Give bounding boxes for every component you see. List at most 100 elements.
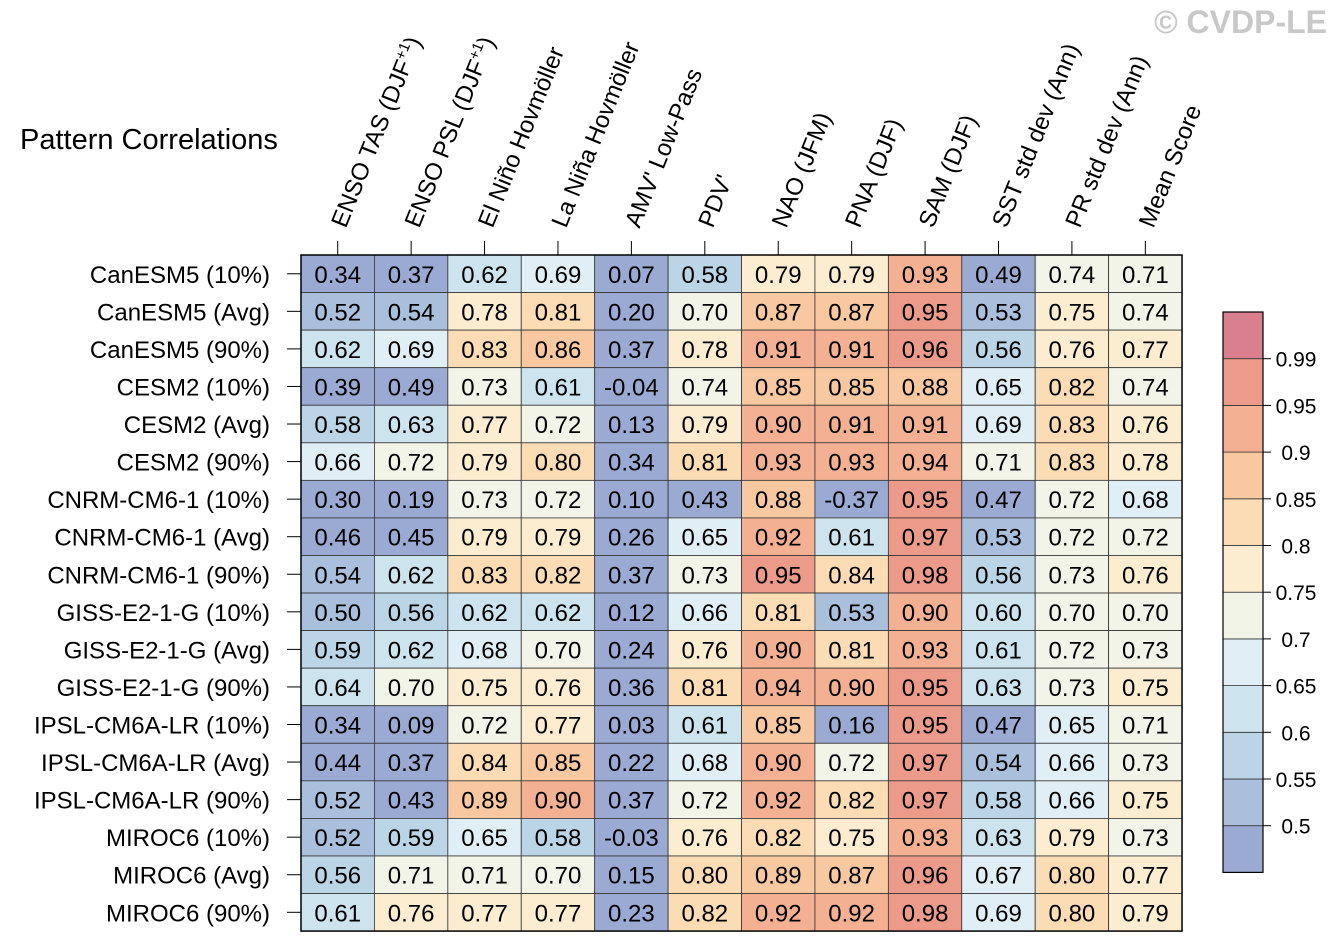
cell-value: 0.22 — [608, 750, 655, 777]
cell-value: 0.58 — [975, 788, 1022, 815]
cell-value: 0.53 — [828, 600, 875, 627]
cell-value: 0.95 — [902, 713, 949, 740]
cell-value: 0.77 — [461, 412, 508, 439]
heatmap-cell — [1108, 517, 1183, 556]
cell-value: 0.19 — [388, 487, 435, 514]
cell-value: 0.80 — [535, 450, 582, 477]
cell-value: 0.85 — [535, 750, 582, 777]
heatmap-cell — [1034, 705, 1110, 744]
cell-value: 0.95 — [902, 299, 949, 326]
heatmap-cell — [447, 329, 522, 369]
cell-value: 0.75 — [461, 675, 508, 702]
cell-value: 0.62 — [461, 600, 508, 627]
cell-value: -0.03 — [604, 825, 659, 852]
heatmap-cell — [1034, 367, 1110, 406]
cell-value: 0.66 — [1049, 750, 1096, 777]
heatmap-cell — [1108, 404, 1183, 444]
heatmap-cell — [1034, 742, 1110, 782]
cell-value: 0.76 — [681, 637, 728, 664]
heatmap-cell — [961, 404, 1036, 444]
cell-value: 0.72 — [1122, 525, 1169, 552]
cell-value: 0.75 — [1122, 788, 1169, 815]
cell-value: 0.88 — [755, 487, 802, 514]
heatmap-cell — [594, 254, 669, 293]
heatmap-cell — [1108, 292, 1183, 331]
colorbar-label: 0.65 — [1276, 676, 1317, 699]
colorbar-segment — [1222, 638, 1264, 687]
heatmap-cell — [961, 780, 1036, 819]
cell-value: 0.34 — [314, 713, 361, 740]
heatmap-cell — [887, 329, 963, 369]
cell-value: 0.72 — [535, 487, 582, 514]
heatmap-cell — [374, 404, 449, 444]
heatmap-cell — [741, 630, 816, 669]
cell-value: 0.63 — [975, 675, 1022, 702]
cell-value: 0.87 — [755, 299, 802, 326]
row-label: MIROC6 (Avg) — [113, 863, 270, 890]
heatmap-cell — [741, 479, 816, 519]
row-label: MIROC6 (90%) — [106, 900, 270, 927]
heatmap-cell — [447, 479, 522, 519]
heatmap-cell — [741, 667, 816, 707]
heatmap-cell — [447, 705, 522, 744]
colorbar-segment — [1222, 825, 1264, 873]
row-label: MIROC6 (10%) — [106, 825, 270, 852]
heatmap-cell — [887, 705, 963, 744]
heatmap-cell — [594, 367, 669, 406]
cell-value: 0.89 — [755, 863, 802, 890]
heatmap-cell — [594, 780, 669, 819]
cell-value: 0.62 — [388, 637, 435, 664]
cell-value: 0.71 — [1122, 262, 1169, 289]
cell-value: 0.77 — [461, 900, 508, 927]
cell-value: 0.87 — [828, 299, 875, 326]
cell-value: 0.77 — [535, 713, 582, 740]
heatmap-cell — [300, 818, 375, 857]
row-label: GISS-E2-1-G (10%) — [57, 600, 270, 627]
colorbar-segment — [1222, 731, 1264, 780]
cell-value: 0.83 — [1049, 450, 1096, 477]
heatmap-cell — [887, 404, 963, 444]
cell-value: 0.56 — [388, 600, 435, 627]
heatmap-cell — [961, 630, 1036, 669]
cell-value: 0.80 — [1049, 900, 1096, 927]
cell-value: 0.84 — [461, 750, 508, 777]
cell-value: 0.07 — [608, 262, 655, 289]
heatmap-cell — [447, 404, 522, 444]
heatmap-cell — [300, 292, 375, 331]
cell-value: 0.63 — [975, 825, 1022, 852]
heatmap-cell — [447, 742, 522, 782]
heatmap-cell — [447, 818, 522, 857]
heatmap-cell — [741, 404, 816, 444]
heatmap-cell — [741, 254, 816, 293]
heatmap-cell — [447, 555, 522, 594]
colorbar-label: 0.55 — [1276, 769, 1317, 792]
cell-value: 0.69 — [388, 337, 435, 364]
cell-value: 0.82 — [681, 900, 728, 927]
heatmap-cell — [667, 404, 742, 444]
heatmap-cell — [667, 329, 742, 369]
cell-value: 0.73 — [681, 562, 728, 589]
cell-value: 0.84 — [828, 562, 875, 589]
cell-value: 0.60 — [975, 600, 1022, 627]
cell-value: 0.58 — [535, 825, 582, 852]
cell-value: 0.59 — [388, 825, 435, 852]
colorbar-label: 0.95 — [1276, 395, 1317, 418]
heatmap-cell — [300, 404, 375, 444]
heatmap-cell — [667, 630, 742, 669]
heatmap-cell — [961, 705, 1036, 744]
heatmap-cell — [374, 367, 449, 406]
heatmap-cell — [520, 442, 596, 481]
cell-value: 0.90 — [755, 750, 802, 777]
cell-value: 0.69 — [975, 412, 1022, 439]
cell-value: 0.54 — [975, 750, 1022, 777]
cell-value: 0.61 — [681, 713, 728, 740]
colorbar-label: 0.99 — [1276, 349, 1317, 372]
row-label: IPSL-CM6A-LR (10%) — [34, 713, 270, 740]
heatmap-cell — [374, 818, 449, 857]
cell-value: 0.73 — [1122, 825, 1169, 852]
cell-value: 0.78 — [681, 337, 728, 364]
cell-value: 0.88 — [902, 374, 949, 401]
cell-value: 0.46 — [314, 525, 361, 552]
cell-value: 0.81 — [828, 637, 875, 664]
